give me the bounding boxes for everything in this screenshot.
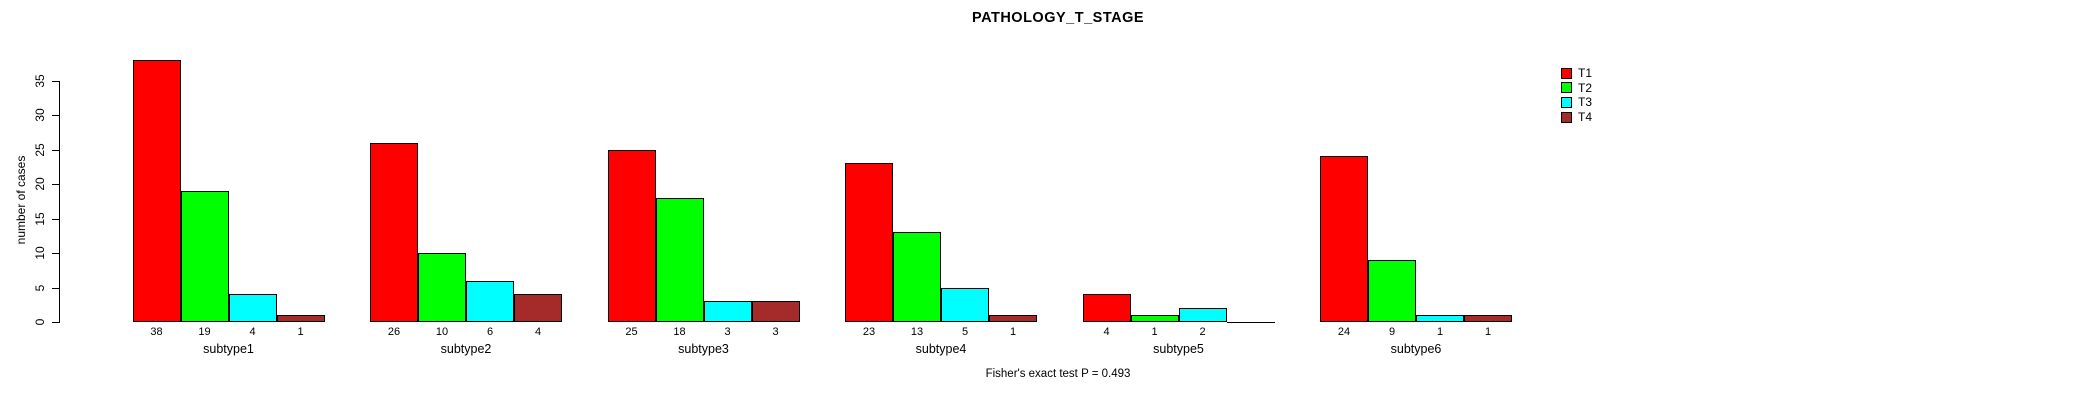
bar-t3-subtype5	[1178, 308, 1227, 322]
bar-t2-subtype1	[180, 190, 229, 322]
bar-t4-subtype6	[1464, 315, 1512, 322]
bar-t1-subtype6	[1320, 156, 1368, 322]
bar-t4-subtype2	[514, 294, 562, 322]
bar-count-label: 38	[150, 326, 163, 338]
bar-count-label: 5	[961, 326, 969, 338]
y-axis-tick	[52, 218, 59, 220]
legend-label: T4	[1578, 110, 1593, 125]
legend-label: T1	[1578, 66, 1593, 81]
y-axis-tick-label: 0	[33, 318, 47, 326]
bar-t2-subtype3	[655, 197, 704, 322]
bar-count-label: 2	[1199, 326, 1206, 338]
bar-t1-subtype3	[607, 149, 656, 322]
bar-count-label: 18	[673, 326, 686, 338]
bar-count-label: 26	[387, 326, 401, 338]
y-axis-tick-label: 25	[33, 142, 47, 157]
fisher-test-annotation: Fisher's exact test P = 0.493	[985, 368, 1131, 380]
y-axis-tick	[52, 322, 59, 323]
bar-t4-subtype3	[751, 301, 800, 322]
bar-t1-subtype2	[370, 142, 418, 322]
legend-item-t1: T1	[1561, 66, 1592, 81]
legend: T1 T2 T3 T4	[1561, 66, 1592, 124]
y-axis-tick	[52, 253, 59, 254]
bar-t2-subtype6	[1368, 259, 1416, 322]
legend-swatch-t4	[1561, 111, 1572, 123]
bar-count-label: 19	[198, 326, 211, 338]
bar-t1-subtype1	[132, 59, 181, 322]
bar-t3-subtype1	[228, 294, 277, 322]
bar-t3-subtype4	[941, 287, 989, 322]
category-label-subtype3: subtype3	[678, 342, 729, 356]
y-axis-tick-label: 15	[33, 211, 47, 226]
bar-count-label: 6	[486, 326, 494, 338]
category-label-subtype2: subtype2	[440, 342, 492, 356]
y-axis-tick	[52, 149, 59, 151]
y-axis-tick	[52, 184, 59, 185]
bar-t1-subtype4	[845, 163, 893, 322]
y-axis-tick	[52, 287, 59, 289]
y-axis-tick-label: 20	[33, 177, 47, 191]
bar-count-label: 3	[772, 326, 779, 338]
bar-t3-subtype2	[466, 280, 514, 322]
y-axis-tick	[52, 115, 59, 116]
category-label-subtype6: subtype6	[1390, 342, 1442, 356]
bar-count-label: 1	[1484, 326, 1492, 338]
legend-label: T3	[1578, 95, 1593, 110]
bar-count-label: 24	[1337, 326, 1351, 338]
bar-t2-subtype2	[418, 253, 466, 322]
chart-title: PATHOLOGY_T_STAGE	[971, 10, 1145, 26]
y-axis-tick	[52, 80, 59, 82]
legend-swatch-t3	[1561, 96, 1572, 108]
y-axis-label: number of cases	[14, 155, 28, 245]
bar-t4-subtype5-zero	[1226, 322, 1275, 323]
legend-label: T2	[1578, 80, 1593, 95]
bar-t3-subtype6	[1416, 315, 1464, 322]
bar-count-label: 4	[534, 326, 542, 338]
legend-swatch-t1	[1561, 67, 1572, 79]
bar-count-label: 25	[625, 326, 638, 338]
bar-count-label: 1	[1436, 326, 1444, 338]
legend-item-t2: T2	[1561, 81, 1592, 96]
category-label-subtype4: subtype4	[915, 342, 967, 356]
bar-t1-subtype5	[1082, 294, 1131, 322]
y-axis-line	[59, 80, 60, 323]
bar-count-label: 3	[724, 326, 731, 338]
bar-count-label: 9	[1388, 326, 1396, 338]
category-label-subtype1: subtype1	[203, 342, 254, 356]
legend-item-t3: T3	[1561, 95, 1592, 110]
y-axis-tick-label: 5	[33, 284, 47, 291]
bar-t2-subtype4	[893, 232, 941, 322]
bar-count-label: 1	[1151, 326, 1158, 338]
bar-count-label: 23	[862, 326, 876, 338]
bar-count-label: 10	[435, 326, 449, 338]
bar-t4-subtype1	[276, 315, 325, 322]
category-label-subtype5: subtype5	[1153, 342, 1204, 356]
bar-count-label: 1	[297, 326, 304, 338]
bar-count-label: 4	[1103, 326, 1110, 338]
legend-swatch-t2	[1561, 82, 1572, 94]
legend-item-t4: T4	[1561, 110, 1592, 125]
bar-t2-subtype5	[1130, 315, 1179, 322]
y-axis-tick-label: 30	[33, 108, 47, 122]
bar-t4-subtype4	[989, 315, 1037, 322]
y-axis-tick-label: 35	[33, 73, 47, 88]
y-axis-tick-label: 10	[33, 246, 47, 260]
bar-count-label: 4	[249, 326, 256, 338]
bar-count-label: 13	[910, 326, 924, 338]
bar-t3-subtype3	[703, 301, 752, 322]
bar-count-label: 1	[1009, 326, 1017, 338]
